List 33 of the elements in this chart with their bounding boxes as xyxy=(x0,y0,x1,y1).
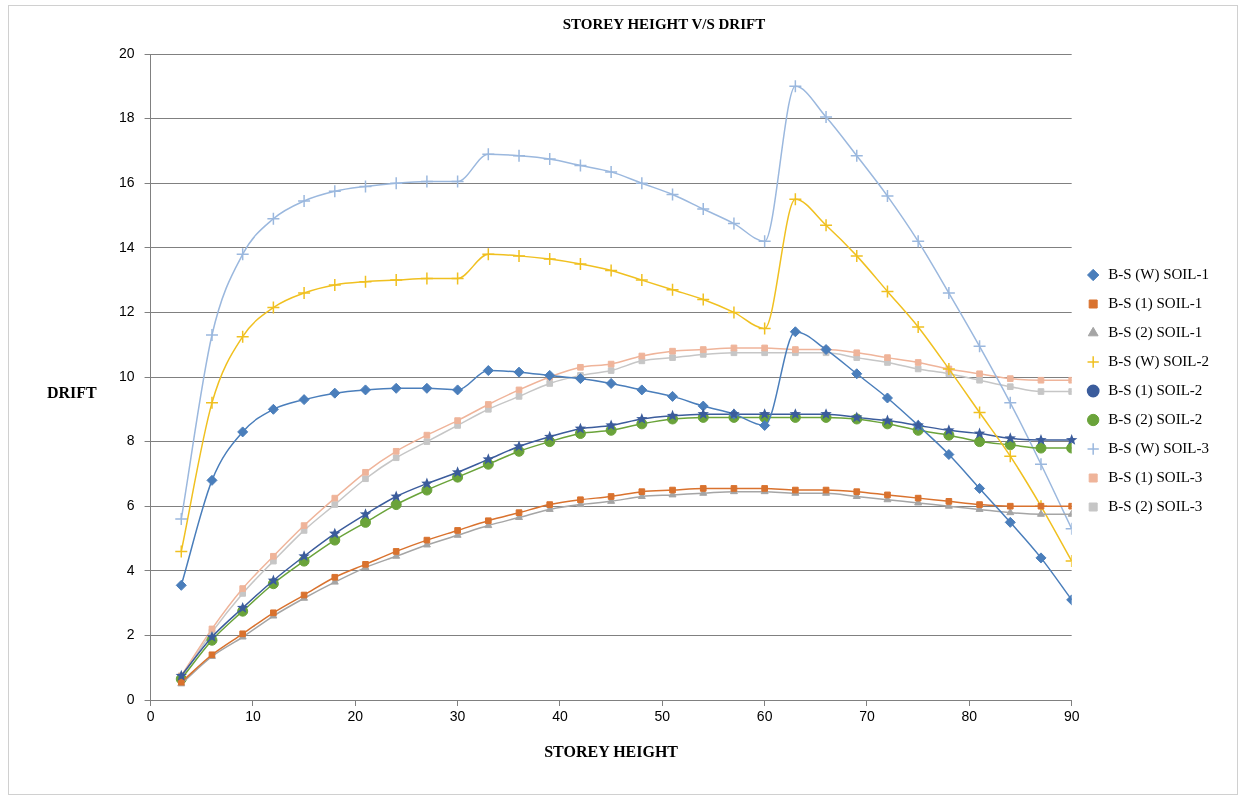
legend-label: B-S (2) SOIL-3 xyxy=(1108,497,1203,515)
x-tick-label: 40 xyxy=(552,708,568,725)
x-tick-label: 90 xyxy=(1063,708,1080,725)
y-tick-label: 14 xyxy=(118,238,135,255)
legend-label: B-S (2) SOIL-1 xyxy=(1108,323,1203,341)
legend-label: B-S (2) SOIL-2 xyxy=(1108,410,1203,428)
x-tick-label: 70 xyxy=(859,708,875,725)
x-tick-label: 30 xyxy=(449,708,466,725)
y-tick-label: 2 xyxy=(126,626,135,643)
legend-label: B-S (1) SOIL-1 xyxy=(1108,294,1203,312)
x-tick-label: 20 xyxy=(347,708,364,725)
legend-label: B-S (1) SOIL-2 xyxy=(1108,381,1203,399)
y-tick-label: 8 xyxy=(126,432,135,449)
y-tick-label: 4 xyxy=(126,561,135,578)
x-tick-label: 60 xyxy=(756,708,773,725)
x-tick-label: 10 xyxy=(245,708,261,725)
y-tick-label: 10 xyxy=(118,367,135,384)
legend-label: B-S (1) SOIL-3 xyxy=(1108,468,1203,486)
y-tick-label: 20 xyxy=(118,44,135,61)
chart-title: STOREY HEIGHT V/S DRIFT xyxy=(562,15,766,32)
legend-label: B-S (W) SOIL-3 xyxy=(1108,439,1210,457)
y-axis-title: DRIFT xyxy=(47,384,97,402)
x-tick-label: 50 xyxy=(654,708,671,725)
y-tick-label: 6 xyxy=(126,497,135,514)
x-tick-label: 80 xyxy=(961,708,978,725)
legend-label: B-S (W) SOIL-1 xyxy=(1108,265,1210,283)
y-tick-label: 16 xyxy=(118,174,135,191)
x-axis-title: STOREY HEIGHT xyxy=(544,742,679,760)
y-tick-label: 18 xyxy=(118,109,135,126)
legend-label: B-S (W) SOIL-2 xyxy=(1108,352,1210,370)
y-tick-label: 0 xyxy=(126,690,135,707)
x-tick-label: 0 xyxy=(146,708,155,725)
y-tick-label: 12 xyxy=(118,303,135,320)
